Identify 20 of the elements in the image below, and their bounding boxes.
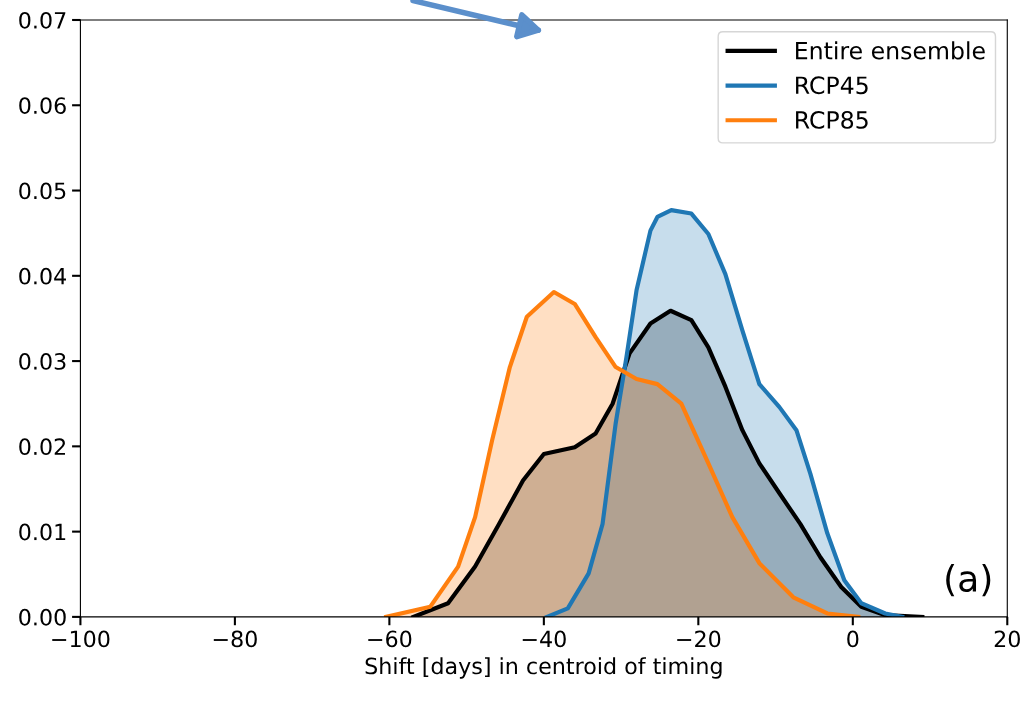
x-tick-label: −80 [213,630,257,648]
legend-label: RCP45 [796,76,868,95]
x-axis-title: Shift [days] in centroid of timing [365,657,722,679]
y-tick-label: 0.06 [19,97,66,115]
legend-label: RCP85 [796,110,868,129]
x-tick-label: −20 [677,630,721,648]
x-tick-label: 20 [994,630,1020,648]
y-tick-label: 0.03 [19,353,66,370]
annotation: (a) [946,564,991,597]
x-tick-label: 0 [847,630,859,648]
y-tick-label: 0.01 [19,523,66,541]
y-tick-label: 0.02 [19,438,65,456]
y-tick-label: 0.00 [19,608,66,626]
y-tick-label: 0.07 [19,11,66,29]
x-tick-label: −40 [522,630,566,648]
legend-label: Entire ensemble [796,41,985,60]
y-tick-label: 0.04 [19,267,66,285]
x-tick-label: −60 [368,630,412,648]
y-tick-label: 0.05 [19,182,66,200]
x-tick-label: −100 [52,630,110,648]
